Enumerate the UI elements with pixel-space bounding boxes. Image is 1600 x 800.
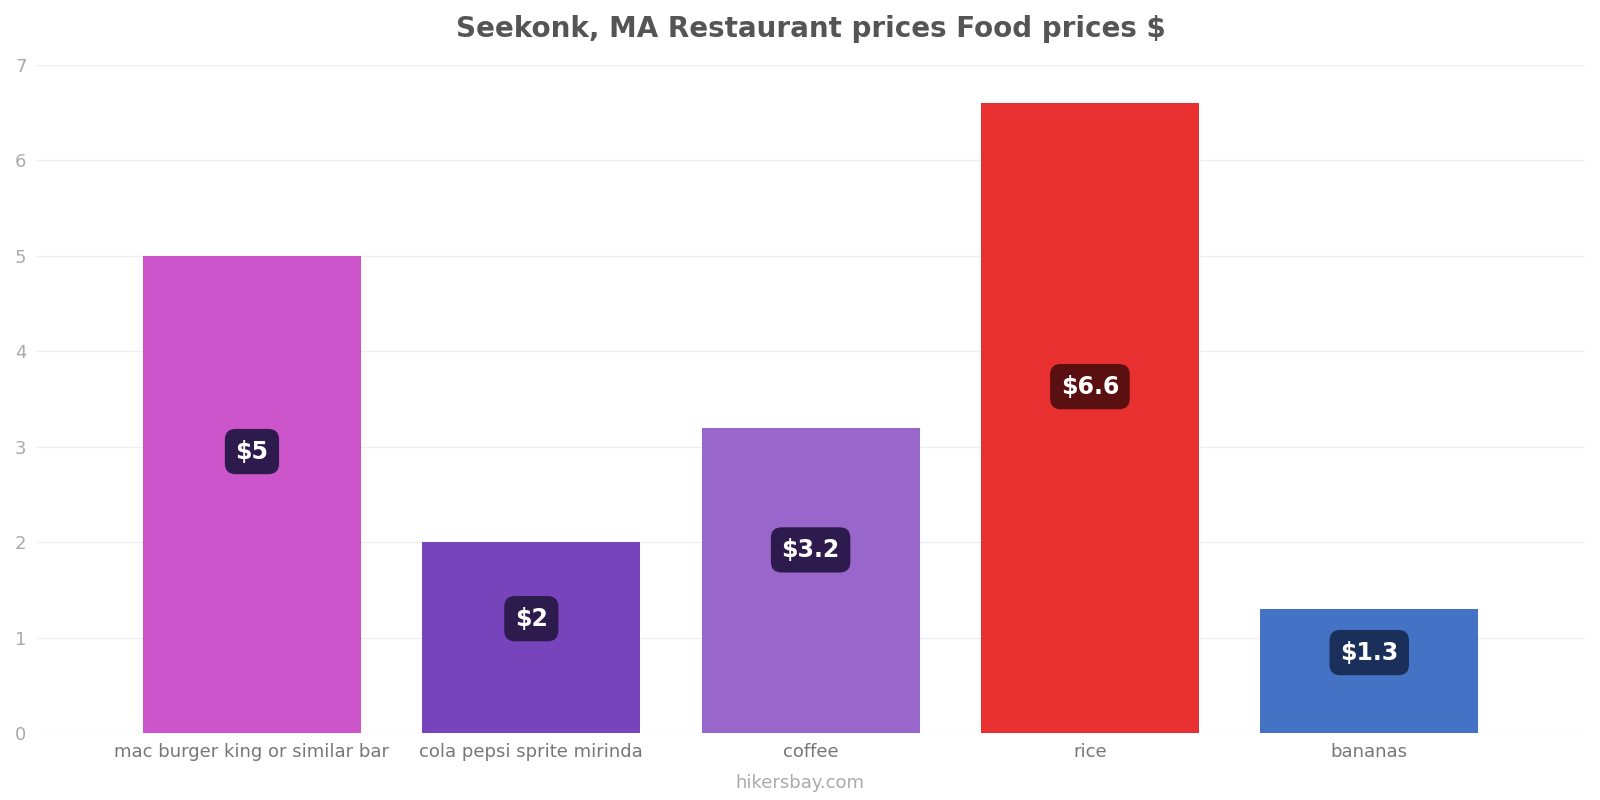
Bar bbox=[1261, 609, 1478, 734]
Bar bbox=[981, 103, 1198, 734]
Text: hikersbay.com: hikersbay.com bbox=[736, 774, 864, 792]
Text: $6.6: $6.6 bbox=[1061, 374, 1118, 398]
Bar bbox=[702, 428, 920, 734]
Text: $1.3: $1.3 bbox=[1341, 641, 1398, 665]
Text: $2: $2 bbox=[515, 606, 547, 630]
Text: $3.2: $3.2 bbox=[781, 538, 840, 562]
Bar bbox=[422, 542, 640, 734]
Text: $5: $5 bbox=[235, 439, 269, 463]
Bar bbox=[142, 256, 362, 734]
Title: Seekonk, MA Restaurant prices Food prices $: Seekonk, MA Restaurant prices Food price… bbox=[456, 15, 1165, 43]
